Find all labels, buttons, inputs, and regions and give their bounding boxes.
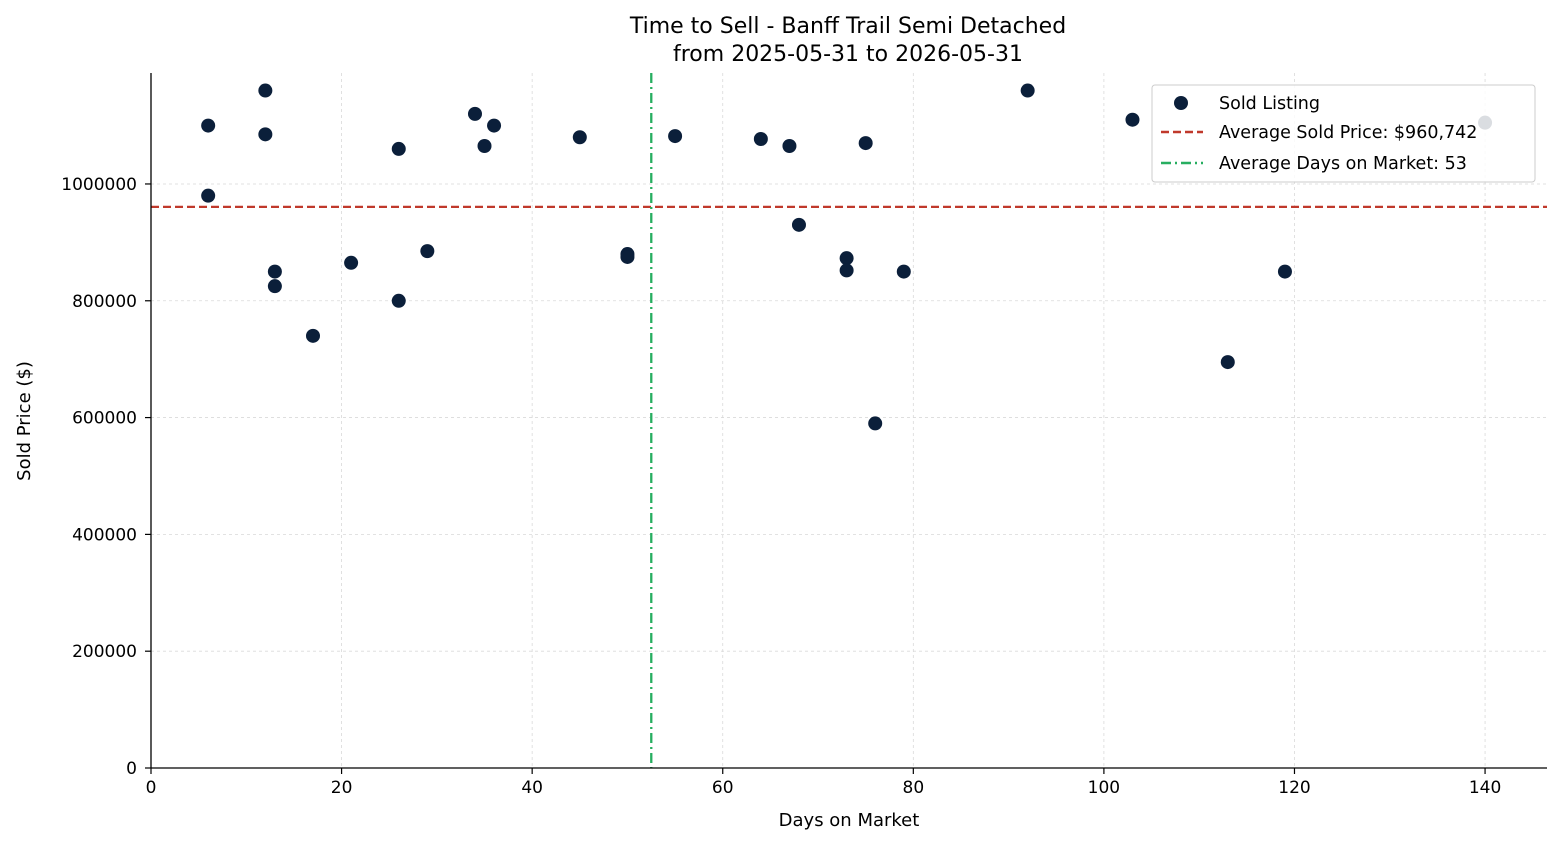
data-point xyxy=(467,106,482,121)
y-tick-label: 600000 xyxy=(72,409,137,429)
data-point xyxy=(477,139,492,154)
reference-lines xyxy=(151,73,1547,768)
chart-subtitle: from 2025-05-31 to 2026-05-31 xyxy=(673,42,1023,67)
data-point xyxy=(1020,83,1035,98)
data-point xyxy=(572,130,587,145)
data-point xyxy=(1220,355,1235,370)
x-tick-label: 20 xyxy=(331,778,353,798)
data-point xyxy=(258,127,273,142)
data-point xyxy=(1277,264,1292,279)
data-point xyxy=(487,118,502,133)
data-point xyxy=(839,263,854,278)
data-point xyxy=(267,279,282,294)
data-point xyxy=(1125,112,1140,127)
x-tick-label: 100 xyxy=(1088,778,1120,798)
data-point xyxy=(201,188,216,203)
data-point xyxy=(391,141,406,156)
chart-title: Time to Sell - Banff Trail Semi Detached xyxy=(629,14,1066,39)
data-point xyxy=(267,264,282,279)
data-point xyxy=(305,328,320,343)
y-tick-label: 200000 xyxy=(72,642,137,662)
x-tick-label: 80 xyxy=(903,778,925,798)
x-axis-label: Days on Market xyxy=(779,810,920,831)
y-tick-label: 400000 xyxy=(72,525,137,545)
legend-marker-sold-listing xyxy=(1174,96,1188,110)
legend: Sold Listing Average Sold Price: $960,74… xyxy=(1151,84,1536,183)
data-point xyxy=(668,129,683,144)
x-tick-label: 120 xyxy=(1278,778,1310,798)
data-point xyxy=(858,136,873,151)
legend-box xyxy=(1151,84,1536,183)
data-point xyxy=(782,139,797,154)
data-point xyxy=(420,244,435,259)
data-point xyxy=(753,131,768,146)
y-ticks: 0 200000 400000 600000 800000 1000000 xyxy=(61,175,151,779)
data-point xyxy=(344,255,359,270)
y-tick-label: 800000 xyxy=(72,292,137,312)
y-tick-label: 0 xyxy=(126,759,137,779)
axes xyxy=(150,73,1547,769)
x-tick-label: 0 xyxy=(146,778,157,798)
x-tick-label: 140 xyxy=(1469,778,1501,798)
data-point xyxy=(258,83,273,98)
grid-lines xyxy=(151,73,1547,768)
data-points xyxy=(201,83,1493,431)
data-point xyxy=(620,249,635,264)
data-point xyxy=(791,217,806,232)
x-ticks: 0 20 40 60 80 100 120 140 xyxy=(146,768,1501,798)
data-point xyxy=(391,293,406,308)
data-point xyxy=(839,251,854,266)
y-axis-label: Sold Price ($) xyxy=(14,361,35,481)
data-point xyxy=(868,416,883,431)
data-point xyxy=(201,118,216,133)
legend-label-average-price: Average Sold Price: $960,742 xyxy=(1219,123,1477,143)
data-point xyxy=(896,264,911,279)
y-tick-label: 1000000 xyxy=(61,175,137,195)
x-tick-label: 60 xyxy=(712,778,734,798)
x-tick-label: 40 xyxy=(521,778,543,798)
legend-label-average-days: Average Days on Market: 53 xyxy=(1219,154,1467,174)
legend-label-sold-listing: Sold Listing xyxy=(1219,94,1320,114)
